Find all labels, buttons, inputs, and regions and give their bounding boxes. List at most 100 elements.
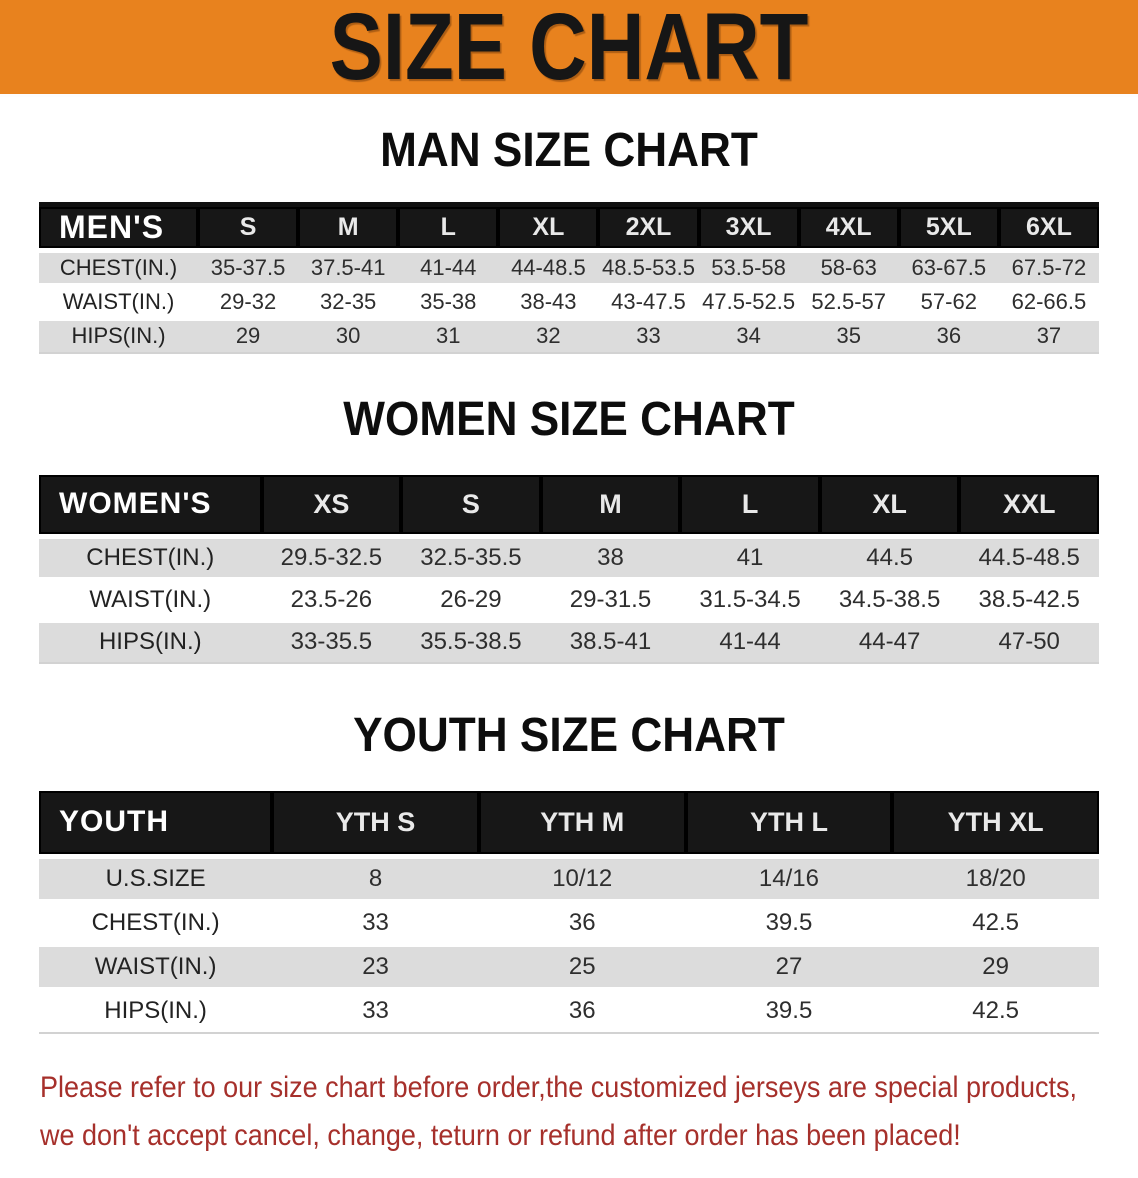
womens-cell: 34.5-38.5 <box>838 585 941 613</box>
womens-column-header: S <box>401 474 541 539</box>
mens-cell: 38-43 <box>520 288 577 314</box>
youth-cell: 42.5 <box>972 997 1019 1024</box>
womens-row-label: HIPS(IN.) <box>98 628 202 655</box>
mens-row-chestin: CHEST(IN.) 35-37.5 37.5-41 41-44 44-48.5 48.5… <box>39 250 1099 285</box>
womens-cell: 29-31.5 <box>569 585 652 613</box>
section-mens: MAN SIZE CHART MEN'S S M L XL 2XL 3XL 4XL 5XL 6XL C… <box>0 123 1138 354</box>
mens-cell: 37 <box>1036 323 1062 348</box>
mens-row-label: CHEST(IN.) <box>59 254 178 280</box>
womens-header-row: WOMEN'S XS S M L XL XXL <box>39 474 1099 539</box>
mens-cell: 57-62 <box>920 288 977 314</box>
youth-corner-label: YOUTH <box>39 790 273 859</box>
mens-cell: 37.5-41 <box>310 254 386 280</box>
womens-column-header: XXL <box>959 474 1099 539</box>
mens-corner-label: MEN'S <box>39 202 198 253</box>
womens-cell: 32.5-35.5 <box>420 543 522 571</box>
youth-column-header: YTH M <box>478 790 686 859</box>
womens-cell: 31.5-34.5 <box>699 585 801 613</box>
womens-row-hipsin: HIPS(IN.) 33-35.5 35.5-38.5 38.5-41 41-44 44-… <box>39 620 1099 663</box>
mens-cell: 44-48.5 <box>511 254 586 280</box>
youth-size-table: YOUTH YTH S YTH M YTH L YTH XL U.S.SIZE 8 10/12… <box>39 790 1099 1034</box>
youth-cell: 33 <box>362 997 389 1024</box>
youth-table-wrap: YOUTH YTH S YTH M YTH L YTH XL U.S.SIZE 8 10/12… <box>0 790 1138 1034</box>
womens-cell: 29.5-32.5 <box>280 543 383 571</box>
disclaimer-line-1: Please refer to our size chart before or… <box>40 1070 1078 1104</box>
banner-title: SIZE CHART <box>329 0 809 100</box>
youth-row-label: HIPS(IN.) <box>104 997 207 1024</box>
womens-cell: 23.5-26 <box>290 585 373 613</box>
mens-cell: 35-38 <box>420 288 477 314</box>
mens-column-header: M <box>298 202 399 253</box>
youth-cell: 33 <box>362 908 389 936</box>
womens-column-header: M <box>540 474 681 539</box>
section-youth: YOUTH SIZE CHART YOUTH YTH S YTH M YTH L YTH … <box>0 708 1138 1034</box>
womens-cell: 44.5 <box>866 543 913 571</box>
youth-cell: 23 <box>362 952 389 980</box>
mens-column-header: 3XL <box>698 202 799 253</box>
womens-row-label: WAIST(IN.) <box>89 585 212 613</box>
youth-header-row: YOUTH YTH S YTH M YTH L YTH XL <box>39 790 1099 859</box>
womens-cell: 38.5-41 <box>569 628 652 655</box>
mens-cell: 43-47.5 <box>611 288 686 314</box>
womens-cell: 35.5-38.5 <box>420 628 522 655</box>
mens-table-wrap: MEN'S S M L XL 2XL 3XL 4XL 5XL 6XL CHEST(IN.) 35-37… <box>0 202 1138 354</box>
youth-cell: 10/12 <box>552 864 613 892</box>
mens-cell: 33 <box>636 323 661 348</box>
mens-column-header: 2XL <box>598 202 699 253</box>
mens-cell: 63-67.5 <box>911 254 987 280</box>
womens-column-header: XS <box>261 474 402 539</box>
mens-cell: 29-32 <box>219 288 277 314</box>
youth-row-label: WAIST(IN.) <box>94 952 217 980</box>
womens-table-wrap: WOMEN'S XS S M L XL XXL CHEST(IN.) 29.5-32.5 32.5… <box>0 474 1138 664</box>
womens-cell: 41 <box>736 543 764 571</box>
mens-cell: 48.5-53.5 <box>602 254 695 280</box>
youth-row-label: CHEST(IN.) <box>91 908 220 936</box>
mens-column-header: 5XL <box>898 202 999 253</box>
mens-cell: 67.5-72 <box>1011 254 1087 280</box>
section-title-mens: MAN SIZE CHART <box>380 124 758 177</box>
mens-cell: 35-37.5 <box>210 254 286 280</box>
youth-row-waistin: WAIST(IN.) 23 25 27 29 <box>39 944 1099 989</box>
disclaimer-line-2: we don't accept cancel, change, teturn o… <box>40 1118 961 1152</box>
mens-cell: 29 <box>235 323 261 348</box>
mens-row-waistin: WAIST(IN.) 29-32 32-35 35-38 38-43 43-47.5 47.… <box>39 284 1099 319</box>
mens-column-header: 6XL <box>998 202 1099 253</box>
youth-cell: 18/20 <box>965 864 1026 892</box>
size-chart-sections: MAN SIZE CHART MEN'S S M L XL 2XL 3XL 4XL 5XL 6XL C… <box>0 123 1138 1034</box>
womens-row-chestin: CHEST(IN.) 29.5-32.5 32.5-35.5 38 41 44.5 44.5… <box>39 536 1099 579</box>
youth-column-header: YTH XL <box>892 790 1099 859</box>
mens-column-header: S <box>198 202 299 253</box>
mens-cell: 32 <box>536 323 561 348</box>
section-womens: WOMEN SIZE CHART WOMEN'S XS S M L XL XXL CHEST(I… <box>0 392 1138 664</box>
womens-cell: 26-29 <box>440 585 502 613</box>
youth-row-ussize: U.S.SIZE 8 10/12 14/16 18/20 <box>39 856 1099 901</box>
womens-cell: 41-44 <box>719 628 781 655</box>
youth-cell: 29 <box>982 952 1009 980</box>
youth-cell: 39.5 <box>765 908 813 936</box>
mens-cell: 53.5-58 <box>711 254 786 280</box>
womens-cell: 44-47 <box>858 628 921 655</box>
youth-column-header: YTH L <box>685 790 893 859</box>
youth-cell: 36 <box>568 908 596 936</box>
youth-cell: 39.5 <box>765 997 813 1024</box>
mens-cell: 35 <box>836 323 861 348</box>
youth-row-hipsin: HIPS(IN.) 33 36 39.5 42.5 <box>39 988 1099 1033</box>
mens-column-header: 4XL <box>798 202 899 253</box>
youth-cell: 14/16 <box>758 864 819 892</box>
youth-cell: 27 <box>775 952 803 980</box>
banner: SIZE CHART <box>0 0 1138 97</box>
womens-cell: 38 <box>597 543 624 571</box>
mens-cell: 52.5-57 <box>811 288 887 314</box>
youth-cell: 36 <box>568 997 596 1024</box>
womens-cell: 33-35.5 <box>290 628 373 655</box>
womens-row-label: CHEST(IN.) <box>86 543 215 571</box>
disclaimer-note: Please refer to our size chart before or… <box>40 1064 1138 1160</box>
mens-cell: 31 <box>436 323 461 348</box>
womens-size-table: WOMEN'S XS S M L XL XXL CHEST(IN.) 29.5-32.5 32.5… <box>39 474 1099 664</box>
mens-row-hipsin: HIPS(IN.) 29 30 31 32 33 34 35 36 37 <box>39 318 1099 353</box>
mens-cell: 47.5-52.5 <box>702 288 796 314</box>
mens-cell: 36 <box>936 323 962 348</box>
section-title-youth: YOUTH SIZE CHART <box>353 708 785 762</box>
mens-cell: 62-66.5 <box>1011 288 1087 314</box>
mens-row-label: WAIST(IN.) <box>62 288 175 314</box>
